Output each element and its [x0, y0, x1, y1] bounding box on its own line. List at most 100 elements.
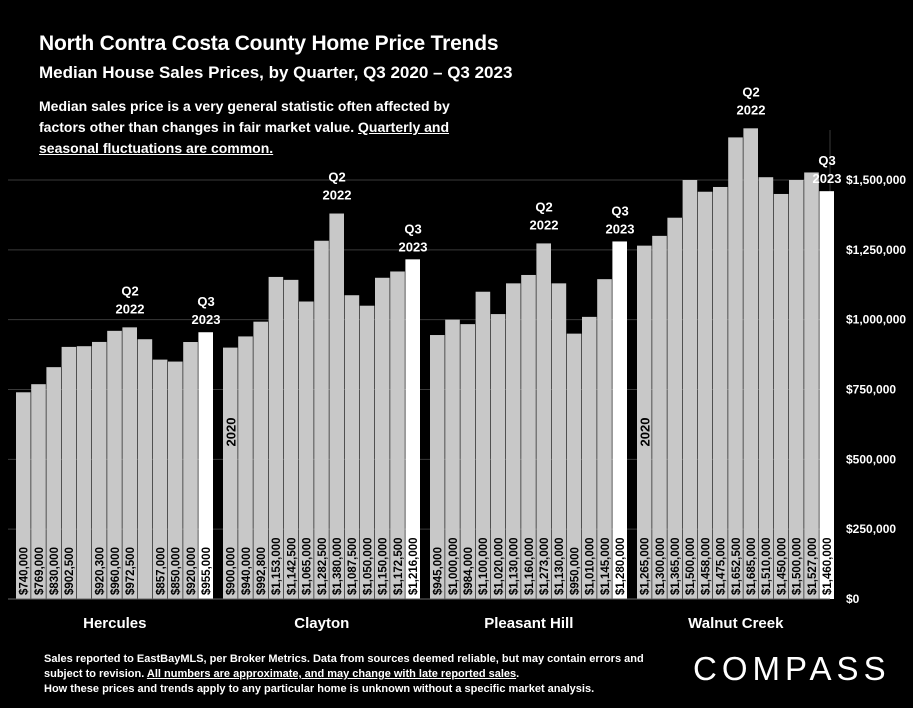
bar-value-label: $1,142,500: [286, 537, 298, 595]
group-label: Hercules: [83, 615, 146, 632]
bar-value-label: $1,475,000: [716, 537, 728, 595]
group-label: Pleasant Hill: [484, 615, 573, 632]
bar-value-label: $945,000: [433, 547, 445, 595]
bar-value-label: $857,000: [155, 547, 167, 595]
group-label: Clayton: [294, 615, 349, 632]
bar: [819, 191, 834, 599]
bar-chart: $0 $250,000 $500,000 $750,000 $1,000,000 $1,2…: [8, 84, 906, 632]
y-tick-label: $0: [846, 592, 860, 606]
latest-annotation: Q3: [404, 221, 421, 236]
y-tick-label: $1,500,000: [846, 173, 906, 187]
bar: [536, 243, 551, 599]
bar: [375, 277, 390, 599]
bar-value-label: $1,020,000: [493, 537, 505, 595]
bar-value-label: $769,000: [34, 547, 46, 595]
bar: [637, 245, 652, 600]
bar-value-label: $830,000: [49, 547, 61, 595]
peak-annotation: Q2: [742, 84, 759, 99]
bar: [551, 283, 567, 599]
bar-value-label: $1,216,000: [408, 537, 420, 595]
bar-value-label: $1,460,000: [822, 537, 834, 595]
bar-value-label: $1,652,500: [731, 537, 743, 595]
y-tick-label: $1,250,000: [846, 243, 906, 257]
y-tick-label: $1,000,000: [846, 313, 906, 327]
bar-value-label: $955,000: [201, 547, 213, 595]
latest-annotation: Q3: [818, 153, 835, 168]
peak-annotation: Q2: [121, 283, 138, 298]
peak-annotation: 2022: [737, 102, 766, 117]
bar-value-label: $1,065,000: [302, 537, 314, 595]
bar-value-label: $1,282,500: [317, 537, 329, 595]
bar: [667, 217, 682, 599]
bar: [359, 305, 375, 599]
bar: [804, 172, 819, 599]
bar-value-label: $902,500: [64, 547, 76, 595]
latest-annotation: 2023: [192, 312, 221, 327]
bar: [445, 319, 460, 599]
bar: [122, 327, 137, 599]
bar: [314, 240, 329, 599]
bar: [152, 359, 168, 599]
y-tick-label: $750,000: [846, 383, 896, 397]
bar-value-label: $850,000: [171, 547, 183, 595]
bar: [612, 241, 627, 599]
note-underlined-text: Quarterly and seasonal fluctuations are …: [39, 119, 450, 156]
bar-value-label: $940,000: [241, 547, 253, 595]
footer-line1: Sales reported to EastBayMLS, per Broker…: [44, 653, 644, 680]
bar-value-label: $1,273,000: [539, 537, 551, 595]
bar-value-label: $972,500: [125, 547, 137, 595]
bar-value-label: $1,172,500: [393, 537, 405, 595]
peak-annotation: 2022: [116, 301, 145, 316]
y-tick-label: $500,000: [846, 452, 896, 466]
bar-value-label: $1,145,000: [600, 537, 612, 595]
year-label: 2020: [638, 418, 653, 447]
bar-value-label: $1,365,000: [670, 537, 682, 595]
bar: [46, 367, 61, 599]
bar-value-label: $960,000: [110, 547, 122, 595]
latest-annotation: 2023: [813, 171, 842, 186]
bar-value-label: $1,160,000: [524, 537, 536, 595]
bar-value-label: $1,265,000: [640, 537, 652, 595]
bar: [566, 333, 582, 599]
bar: [107, 330, 122, 599]
bar-value-label: $1,280,000: [615, 537, 627, 595]
bar-value-label: $1,685,000: [746, 537, 758, 595]
bar-value-label: $900,000: [226, 547, 238, 595]
bar: [758, 177, 774, 599]
bar: [92, 341, 107, 599]
latest-annotation: Q3: [197, 294, 214, 309]
bar-value-label: $1,100,000: [478, 537, 490, 595]
bar: [168, 361, 183, 599]
bar: [773, 193, 789, 599]
bar-value-label: $1,150,000: [378, 537, 390, 595]
bar-value-label: $1,130,000: [554, 537, 566, 595]
bar: [390, 271, 405, 599]
bar: [430, 335, 445, 599]
footer-line1-end: .: [516, 668, 520, 680]
bar: [405, 259, 420, 599]
bar: [597, 279, 612, 599]
bar: [490, 314, 506, 599]
bar-value-label: $740,000: [19, 547, 31, 595]
note-text: Median sales price is a very general sta…: [39, 98, 450, 135]
bar: [283, 279, 299, 599]
bar: [697, 191, 713, 599]
bar: [652, 235, 667, 599]
bar-value-label: $1,300,000: [655, 537, 667, 595]
bar-value-label: $984,000: [463, 547, 475, 595]
bar: [223, 347, 238, 599]
bar: [137, 339, 153, 599]
disclaimer-note: Median sales price is a very general sta…: [39, 96, 479, 159]
bar-value-label: $1,450,000: [776, 537, 788, 595]
bar: [31, 384, 46, 599]
latest-annotation: 2023: [399, 239, 428, 254]
bar-value-label: $1,087,500: [347, 537, 359, 595]
bar-value-label: $920,300: [95, 547, 107, 595]
bar: [344, 295, 360, 599]
bar-value-label: $920,000: [186, 547, 198, 595]
compass-logo: COMPASS: [693, 650, 891, 687]
bar: [268, 276, 284, 599]
y-tick-label: $250,000: [846, 522, 896, 536]
peak-annotation: Q2: [535, 199, 552, 214]
bar: [76, 346, 92, 599]
